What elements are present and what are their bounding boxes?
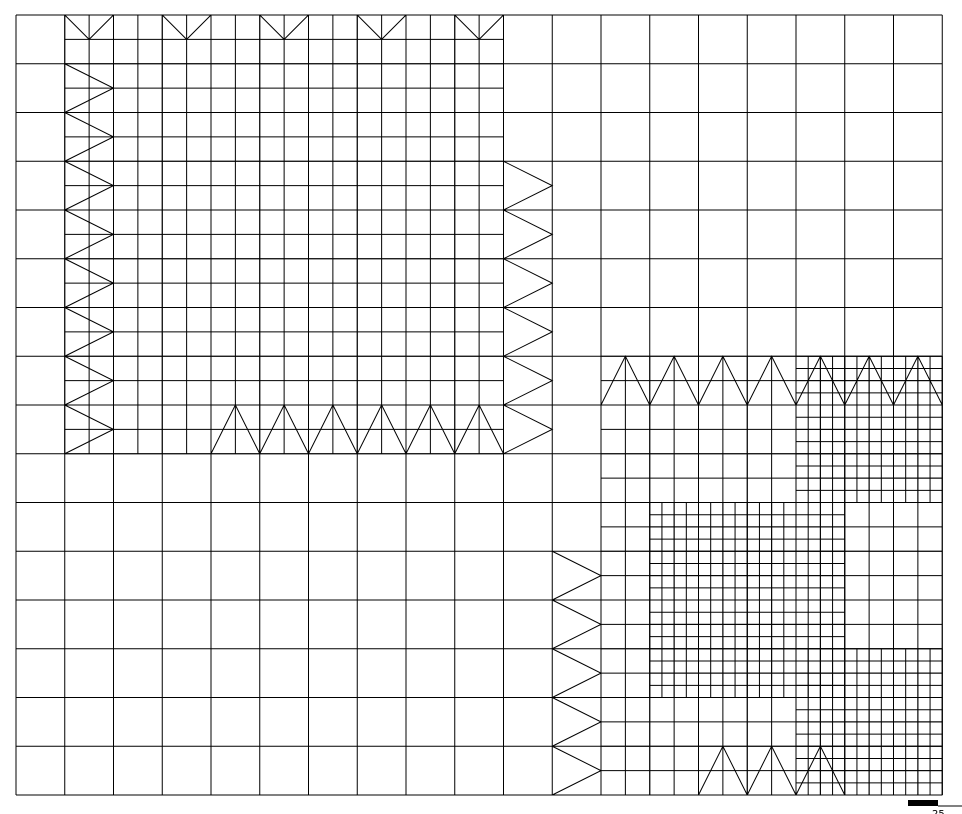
transition-triangle <box>64 258 115 308</box>
transition-triangle <box>64 112 115 162</box>
transition-triangle <box>64 63 115 113</box>
transition-triangle <box>600 355 651 406</box>
transition-triangle <box>503 307 554 357</box>
transition-triangle <box>795 355 846 406</box>
transition-triangle <box>405 403 456 454</box>
transition-triangles <box>64 14 943 796</box>
transition-triangle <box>795 745 846 796</box>
transition-triangle <box>259 403 309 454</box>
transition-triangle <box>64 14 114 41</box>
transition-triangle <box>698 745 748 796</box>
transition-triangle <box>503 355 554 406</box>
transition-triangle <box>552 550 603 601</box>
transition-triangle <box>698 355 748 406</box>
transition-triangle <box>552 599 603 650</box>
transition-triangle <box>454 403 504 454</box>
transition-triangle <box>64 307 115 357</box>
transition-triangle <box>746 355 797 406</box>
transition-triangle <box>649 355 699 406</box>
transition-triangle <box>503 160 554 211</box>
transition-triangle <box>64 160 115 211</box>
transition-triangle <box>161 14 212 41</box>
transition-triangle <box>893 355 943 406</box>
transition-triangle <box>64 355 115 406</box>
transition-triangle <box>210 403 261 454</box>
transition-triangle <box>503 404 554 455</box>
transition-triangle <box>503 209 554 260</box>
transition-triangle <box>64 404 115 455</box>
transition-triangle <box>552 697 603 747</box>
scale-bar-label: 25 <box>932 809 945 814</box>
transition-triangle <box>503 258 554 308</box>
transition-triangle <box>552 745 603 796</box>
transition-triangle <box>746 745 797 796</box>
transition-triangle <box>308 403 358 454</box>
transition-triangle <box>356 14 407 41</box>
scale-bar: 25 <box>908 800 962 814</box>
transition-triangle <box>259 14 309 41</box>
transition-triangle <box>64 209 115 260</box>
transition-triangle <box>552 648 603 698</box>
transition-triangle <box>356 403 407 454</box>
transition-triangle <box>844 355 894 406</box>
transition-triangle <box>454 14 504 41</box>
scale-bar-block <box>908 800 938 806</box>
